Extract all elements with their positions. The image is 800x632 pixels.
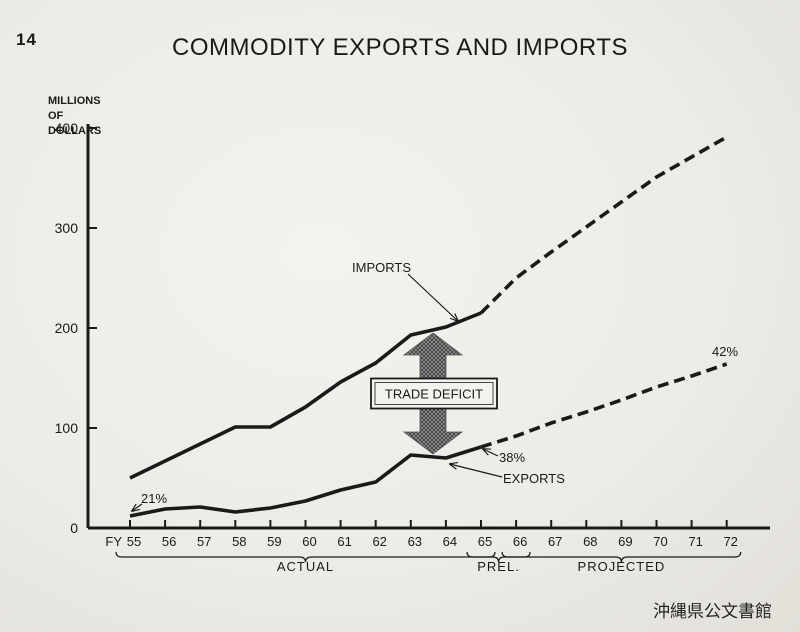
y-tick-label: 400 [55,120,79,136]
page-number: 14 [16,30,37,49]
x-tick-label: 71 [688,534,702,549]
imports-line-projected [479,135,728,315]
period-label: ACTUAL [277,559,334,574]
export-share-label: 38% [499,450,525,465]
archive-stamp: 沖縄県公文書館 [653,602,772,622]
y-tick-label: 300 [55,220,79,236]
x-tick-label: 62 [372,534,386,549]
chart-title: COMMODITY EXPORTS AND IMPORTS [172,34,628,61]
imports-label: IMPORTS [352,260,411,275]
x-tick-label: 63 [408,534,422,549]
x-tick-label: 69 [618,534,632,549]
imports-pointer [407,273,458,321]
export-share-label: 42% [712,344,738,359]
x-tick-label: 58 [232,534,246,549]
y-tick-label: 0 [70,520,78,536]
exports-line-projected [480,362,728,449]
period-label: PROJECTED [578,559,666,574]
x-tick-label: 67 [548,534,562,549]
imports-line-actual [129,311,482,480]
exports-label: EXPORTS [503,471,565,486]
x-tick-label: 59 [267,534,281,549]
x-tick-label: 72 [723,534,737,549]
trade-deficit-label: TRADE DEFICIT [385,387,483,402]
x-prefix-label: FY [105,534,122,549]
x-tick-label: 64 [443,534,457,549]
x-tick-label: 56 [162,534,176,549]
period-label: PREL. [477,559,520,574]
x-tick-label: 61 [337,534,351,549]
exports-pointer [450,464,503,478]
x-tick-label: 57 [197,534,211,549]
export-share-pointer [132,503,143,511]
y-tick-label: 200 [55,320,79,336]
y-tick-label: 100 [55,420,79,436]
x-tick-label: 55 [127,534,141,549]
trade-deficit-box-inner [374,382,494,405]
exports-line-actual [129,445,482,518]
x-tick-label: 65 [478,534,492,549]
x-tick-label: 60 [302,534,316,549]
x-tick-label: 66 [513,534,527,549]
export-share-pointer [483,449,499,457]
export-share-label: 21% [141,491,167,506]
x-tick-label: 70 [653,534,667,549]
period-brace [501,551,742,563]
x-tick-label: 68 [583,534,597,549]
trade-deficit-box [370,377,498,410]
